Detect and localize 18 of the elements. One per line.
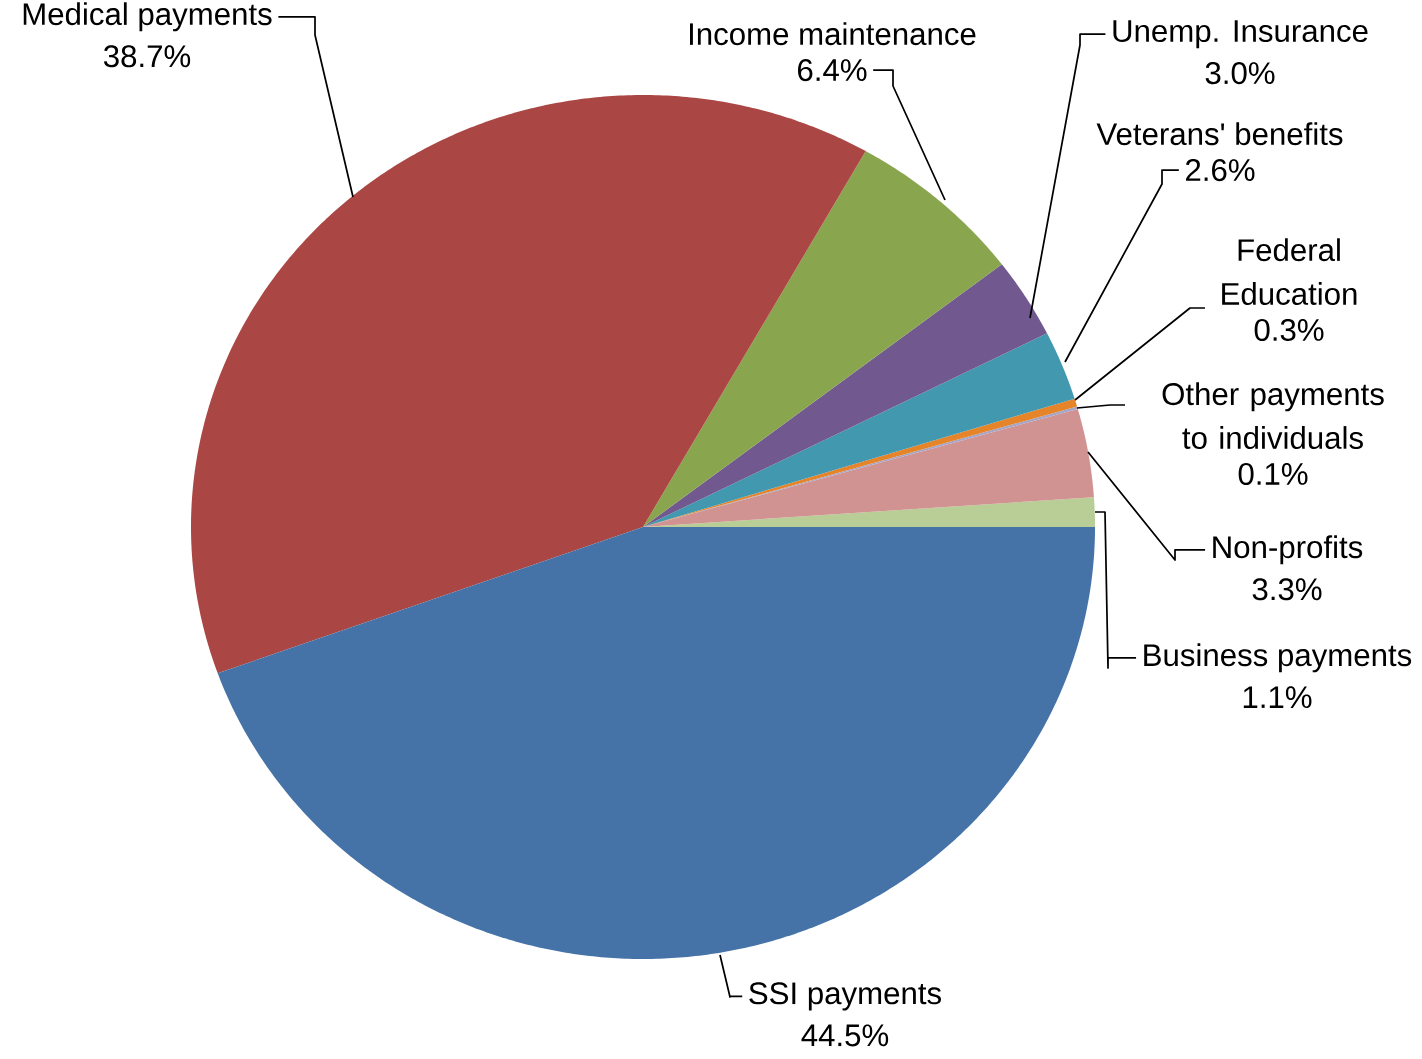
data-label: 1.1%: [1243, 686, 1312, 709]
data-label: 44.5%: [801, 1024, 889, 1047]
slice-label: SSI payments: [749, 982, 941, 1011]
data-label: 0.3%: [1254, 318, 1324, 341]
slice-label: Medical payments: [23, 2, 272, 32]
data-label: 3.0%: [1205, 62, 1275, 85]
slice-label: Income maintenance: [689, 22, 976, 46]
slice-label: Federal Education: [1222, 238, 1357, 306]
slice-label: Veterans' benefits: [1096, 122, 1343, 146]
data-label: 2.6%: [1185, 159, 1255, 182]
data-label: 0.1%: [1238, 462, 1308, 485]
slice-label: Other payments to individuals: [1162, 382, 1384, 450]
data-label: 3.3%: [1252, 578, 1322, 601]
slice-label: Non-profits: [1213, 535, 1363, 565]
slice-label: Business payments: [1144, 643, 1412, 673]
slice-label: Unemp. Insurance: [1113, 20, 1368, 49]
data-label: 6.4%: [798, 59, 867, 82]
data-label: 38.7%: [103, 45, 191, 68]
